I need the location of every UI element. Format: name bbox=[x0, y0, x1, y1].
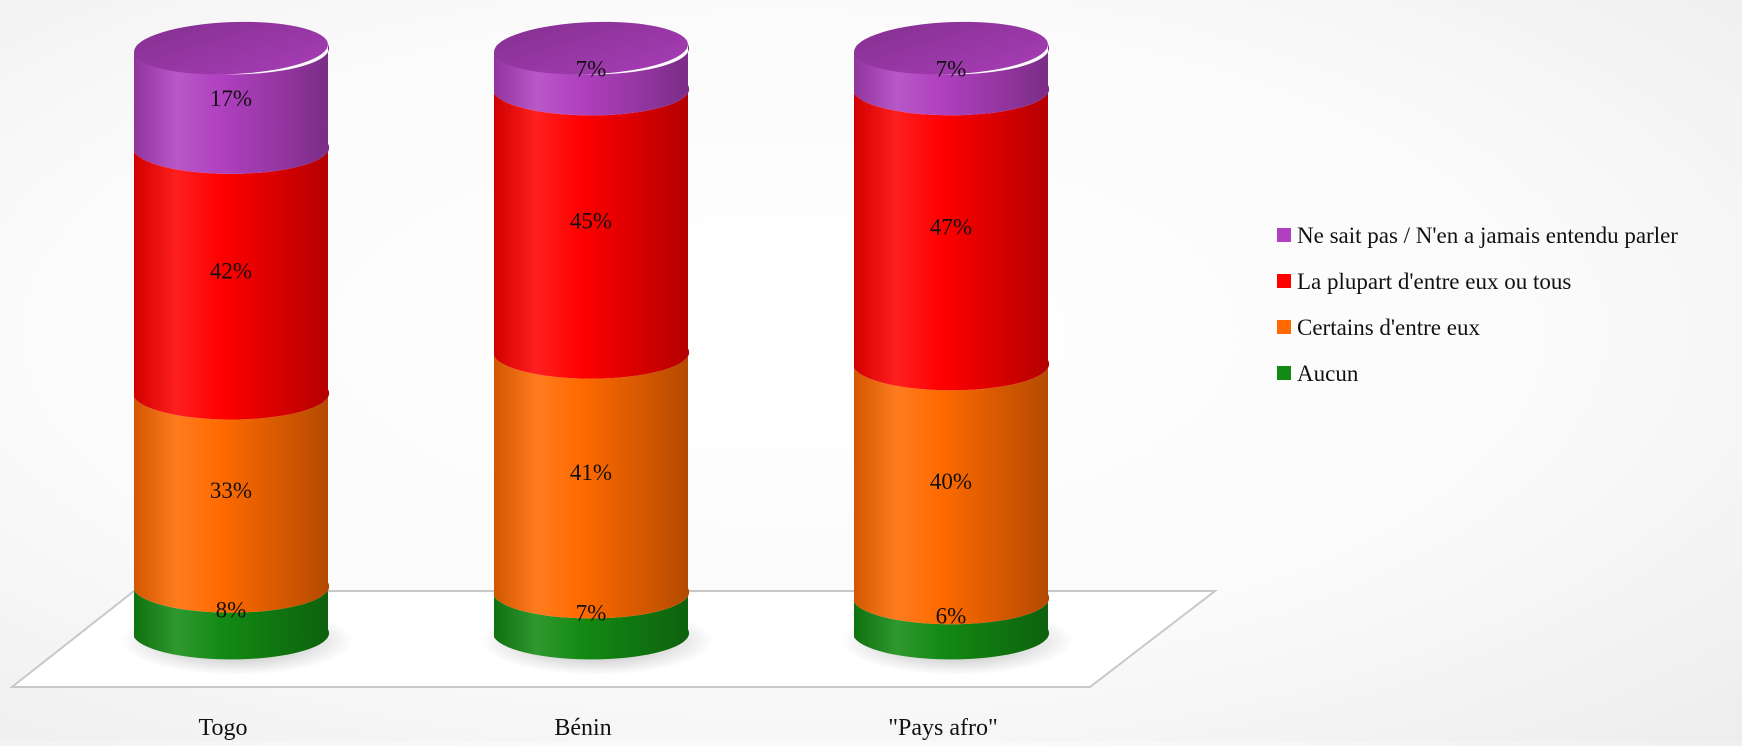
bar-segment bbox=[494, 348, 690, 619]
legend-item: La plupart d'entre eux ou tous bbox=[1277, 269, 1571, 294]
category-label: Bénin bbox=[554, 715, 611, 741]
legend-label: La plupart d'entre eux ou tous bbox=[1297, 269, 1571, 294]
data-label: 41% bbox=[570, 460, 612, 485]
bar-segment bbox=[494, 85, 690, 379]
legend-swatch bbox=[1277, 366, 1291, 380]
bar-segment bbox=[854, 44, 1050, 116]
bar-stack bbox=[120, 21, 354, 675]
bar-segment bbox=[854, 360, 1050, 625]
legend-label: Ne sait pas / N'en a jamais entendu parl… bbox=[1297, 223, 1678, 248]
data-label: 7% bbox=[576, 57, 607, 82]
legend-item: Aucun bbox=[1277, 361, 1359, 386]
bar-top-cap bbox=[854, 21, 1048, 75]
bar-stack bbox=[840, 21, 1074, 675]
data-label: 6% bbox=[936, 604, 967, 629]
bar-segment bbox=[494, 44, 690, 116]
legend-label: Aucun bbox=[1297, 361, 1359, 386]
data-label: 40% bbox=[930, 469, 972, 494]
legend-swatch bbox=[1277, 228, 1291, 242]
data-label: 42% bbox=[210, 258, 252, 283]
legend-swatch bbox=[1277, 320, 1291, 334]
legend-label: Certains d'entre eux bbox=[1297, 315, 1480, 340]
bar-segment bbox=[854, 85, 1050, 391]
bar-stack bbox=[480, 21, 714, 675]
bar-segment bbox=[854, 594, 1050, 660]
legend-item: Ne sait pas / N'en a jamais entendu parl… bbox=[1277, 223, 1678, 248]
bar-segment bbox=[134, 582, 330, 660]
category-label: "Pays afro" bbox=[888, 715, 998, 741]
data-label: 7% bbox=[576, 601, 607, 626]
legend-item: Certains d'entre eux bbox=[1277, 315, 1480, 340]
legend-swatch bbox=[1277, 274, 1291, 288]
data-label: 45% bbox=[570, 209, 612, 234]
data-label: 7% bbox=[936, 57, 967, 82]
bar-segment bbox=[134, 143, 330, 420]
data-label: 33% bbox=[210, 478, 252, 503]
category-label: Togo bbox=[199, 715, 248, 741]
bar-top-cap bbox=[494, 21, 688, 75]
bar-segment bbox=[134, 44, 330, 174]
data-label: 8% bbox=[216, 598, 247, 623]
data-label: 17% bbox=[210, 86, 252, 111]
data-label: 47% bbox=[930, 215, 972, 240]
bar-segment bbox=[134, 389, 330, 613]
bar-top-cap bbox=[134, 21, 328, 75]
bar-segment bbox=[494, 588, 690, 660]
